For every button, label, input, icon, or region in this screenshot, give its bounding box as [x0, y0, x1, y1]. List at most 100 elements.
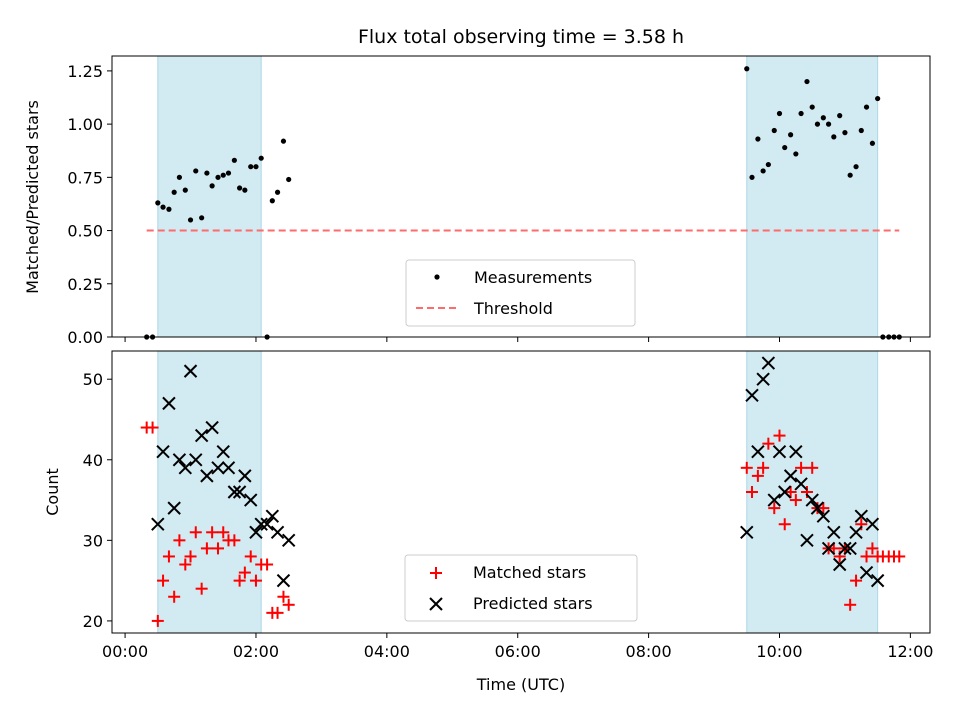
top-y-ticks: 0.00 0.25 0.50 0.75 1.00 1.25	[67, 62, 112, 347]
measurement-point	[820, 115, 826, 121]
predicted-star-point	[276, 573, 291, 588]
measurement-point	[749, 174, 755, 180]
bottom-y-ticks: 20 30 40 50	[83, 370, 112, 631]
measurement-point	[863, 104, 870, 110]
predicted-star-point	[249, 525, 263, 539]
measurement-point	[193, 168, 199, 174]
measurement-point	[842, 130, 848, 136]
matched-star-point	[228, 534, 241, 547]
measurement-point	[248, 164, 254, 170]
matched-star-point	[762, 437, 775, 450]
matched-star-point	[244, 550, 257, 563]
x-tick-label: 04:00	[364, 642, 410, 661]
predicted-star-point	[843, 541, 857, 556]
bottom-legend-box	[404, 554, 638, 622]
measurement-point	[798, 110, 804, 117]
measurement-point	[793, 151, 799, 157]
predicted-star-point	[756, 372, 770, 386]
top-y-tick-label: 0.50	[67, 222, 103, 241]
bottom-y-tick-label: 20	[83, 612, 103, 631]
top-plot-frame	[111, 55, 931, 338]
predicted-star-point	[200, 469, 214, 483]
predicted-star-point	[281, 533, 296, 548]
measurement-point	[187, 217, 194, 223]
x-tick-label: 10:00	[756, 642, 802, 661]
measurement-point	[155, 200, 161, 206]
legend-measurements-marker	[434, 274, 440, 280]
predicted-star-point	[800, 533, 814, 548]
measurement-point	[171, 189, 177, 195]
predicted-star-point	[172, 453, 187, 467]
legend-threshold-label: Threshold	[473, 299, 553, 318]
top-legend-box	[405, 259, 636, 327]
matched-star-point	[162, 550, 175, 563]
predicted-star-point	[167, 501, 181, 515]
predicted-star-point	[838, 541, 852, 556]
measurement-point	[875, 95, 881, 102]
predicted-star-point	[745, 388, 759, 403]
measurement-point	[215, 174, 221, 180]
bottom-y-tick-label: 30	[83, 531, 103, 550]
measurements-points	[144, 66, 902, 340]
measurement-point	[771, 127, 777, 134]
predicted-star-point	[854, 509, 868, 523]
predicted-star-point	[832, 557, 847, 572]
measurement-point	[831, 134, 837, 140]
legend-matched-label: Matched stars	[473, 563, 586, 582]
predicted-star-point	[794, 477, 808, 491]
bottom-y-axis-label: Count	[43, 468, 62, 516]
x-axis-label: Time (UTC)	[476, 675, 565, 694]
x-tick-label: 00:00	[102, 642, 148, 661]
legend-predicted-label: Predicted stars	[473, 594, 593, 613]
measurement-point	[280, 138, 287, 144]
predicted-star-point	[821, 541, 836, 556]
top-shaded-span-0	[157, 55, 262, 338]
x-tick-label: 06:00	[495, 642, 541, 661]
measurement-point	[220, 172, 226, 178]
bottom-legend: Matched stars Predicted stars	[404, 554, 638, 622]
predicted-star-point	[270, 525, 285, 539]
matched-star-point	[217, 526, 230, 539]
matched-star-point	[768, 502, 781, 515]
legend-predicted-marker	[429, 597, 443, 611]
measurement-point	[853, 164, 859, 170]
matched-star-point	[844, 598, 857, 611]
bottom-y-tick-label: 40	[83, 451, 103, 470]
matched-star-point	[200, 542, 213, 555]
matched-star-point	[795, 461, 808, 474]
measurement-point	[225, 170, 232, 176]
matched-star-point	[249, 574, 262, 587]
predicted-star-point	[870, 573, 885, 588]
predicted-star-point	[194, 428, 209, 443]
measurement-point	[782, 144, 788, 151]
matched-star-point	[282, 598, 295, 611]
matched-star-point	[168, 590, 181, 603]
predicted-star-point	[740, 525, 754, 539]
measurement-point	[286, 176, 292, 183]
matched-star-point	[757, 461, 770, 474]
bottom-y-tick-label: 50	[83, 370, 103, 389]
predicted-star-point	[151, 517, 165, 531]
predicted-star-point	[789, 445, 803, 459]
matched-star-point	[866, 542, 879, 555]
x-tick-label: 12:00	[887, 642, 933, 661]
legend-measurements-label: Measurements	[474, 268, 592, 287]
measurement-point	[253, 164, 259, 170]
measurement-point	[776, 110, 783, 117]
matched-star-point	[751, 469, 764, 482]
measurement-point	[199, 215, 205, 221]
predicted-star-point	[260, 517, 274, 531]
measurement-point	[237, 185, 243, 191]
matched-star-point	[806, 461, 819, 474]
top-y-tick-label: 1.00	[67, 115, 103, 134]
predicted-star-point	[265, 509, 280, 523]
matched-star-point	[195, 582, 208, 595]
matched-star-point	[277, 590, 290, 603]
predicted-star-point	[221, 461, 236, 475]
matched-star-point	[784, 486, 797, 498]
bottom-plot-frame	[111, 350, 931, 634]
predicted-star-point	[211, 461, 225, 475]
predicted-star-point	[849, 525, 863, 539]
matched-star-point	[860, 550, 873, 563]
predicted-star-point	[859, 565, 874, 580]
